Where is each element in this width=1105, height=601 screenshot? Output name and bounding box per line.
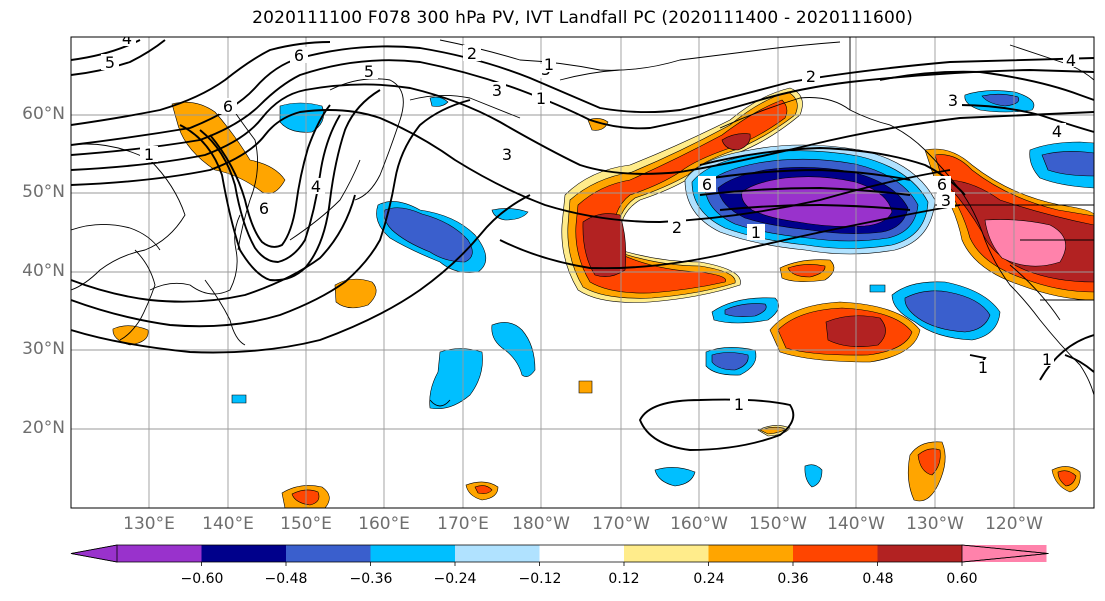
contour-label: 1 [1042, 350, 1052, 369]
longitude-label: 180°W [512, 514, 570, 534]
contour-label: 4 [1052, 122, 1062, 141]
negative-anomaly-region [724, 303, 767, 317]
graticule [71, 37, 1094, 508]
negative-anomaly-region [869, 284, 886, 293]
colorbar-segment [539, 545, 624, 562]
positive-anomaly-region [578, 380, 593, 394]
contour-label: 1 [751, 223, 761, 242]
contour-label: 3 [948, 91, 958, 110]
longitude-label: 130°W [906, 514, 964, 534]
colorbar-extend-low [70, 544, 118, 563]
colorbar-segment [708, 545, 793, 562]
longitude-label: 160°E [358, 514, 410, 534]
latitude-label: 50°N [22, 182, 65, 202]
colorbar-tick-label: 0.36 [777, 571, 809, 587]
colorbar-segment [793, 545, 878, 562]
positive-anomaly-region [474, 485, 493, 494]
longitude-label: 120°W [985, 514, 1043, 534]
contour-label: 3 [502, 145, 512, 164]
positive-anomaly-region [334, 278, 377, 309]
negative-anomaly-region [384, 207, 473, 263]
colorbar-tick-label: 0.48 [862, 571, 894, 587]
colorbar-segment [286, 545, 371, 562]
negative-anomaly-region [1041, 151, 1094, 177]
colorbar-segment [455, 545, 540, 562]
chart-title: 2020111100 F078 300 hPa PV, IVT Landfall… [252, 8, 913, 28]
contour-labels: 4 5 6 5 6 1 6 4 2 3 1 3 5 2 3 4 6 2 1 6 … [101, 29, 1079, 414]
plot-frame [70, 36, 1095, 509]
contour-label: 2 [806, 67, 816, 86]
colorbar-segment [877, 545, 962, 562]
longitude-label: 160°W [670, 514, 728, 534]
negative-anomaly-region [231, 394, 247, 404]
contour-label: 2 [672, 218, 682, 237]
longitude-label: 140°E [202, 514, 254, 534]
contour-label: 1 [536, 89, 546, 108]
latitude-label: 20°N [22, 418, 65, 438]
contour-label: 6 [294, 46, 304, 65]
negative-anomaly-region [429, 348, 483, 409]
longitude-label: 170°W [592, 514, 650, 534]
positive-anomaly-region [984, 219, 1066, 267]
contour-label: 5 [364, 62, 374, 81]
longitude-label: 140°W [827, 514, 885, 534]
positive-anomaly-region [582, 213, 627, 277]
longitude-label: 150°E [280, 514, 332, 534]
contour-label: 2 [467, 44, 477, 63]
negative-anomaly-region [654, 467, 696, 487]
colorbar-tick-label: −0.48 [264, 571, 308, 587]
contour-label: 4 [1066, 51, 1076, 70]
negative-anomaly-region [491, 322, 536, 377]
colorbar-tick-label: −0.36 [349, 571, 393, 587]
negative-anomaly-region [711, 352, 749, 371]
contour-label: 1 [734, 395, 744, 414]
negative-anomaly-region [491, 208, 529, 221]
longitude-label: 170°E [437, 514, 489, 534]
colorbar-segment [624, 545, 709, 562]
longitude-label: 150°W [749, 514, 807, 534]
latitude-label: 60°N [22, 104, 65, 124]
colorbar-segment [201, 545, 286, 562]
colorbar-segment [370, 545, 455, 562]
colorbar-tick-label: 0.24 [693, 571, 725, 587]
negative-anomaly-region [804, 464, 823, 488]
negative-anomaly-region [429, 96, 449, 107]
colorbar-tick-label: 0.60 [946, 571, 978, 587]
contour-label: 1 [978, 358, 988, 377]
latitude-label: 40°N [22, 261, 65, 281]
contour-label: 4 [311, 177, 321, 196]
colorbar-tick-label: −0.60 [180, 571, 224, 587]
contour-label: 3 [941, 191, 951, 210]
positive-anomaly-region [721, 133, 751, 151]
contour-label: 5 [105, 53, 115, 72]
negative-anomaly-region [981, 93, 1019, 107]
colorbar-tick-label: −0.24 [433, 571, 477, 587]
colorbar [70, 544, 1049, 566]
negative-anomaly-region [904, 290, 991, 333]
colorbar-outline [70, 544, 1049, 563]
latitude-label: 30°N [22, 339, 65, 359]
contour-label: 6 [259, 199, 269, 218]
contour-label: 6 [937, 175, 947, 194]
positive-anomaly-region [291, 489, 320, 506]
contour-label: 3 [492, 81, 502, 100]
contour-label: 6 [223, 97, 233, 116]
positive-anomaly-region [1057, 470, 1077, 487]
colorbar-segment [117, 545, 202, 562]
contour-label: 6 [702, 175, 712, 194]
contour-label: 1 [544, 55, 554, 74]
longitude-label: 130°E [123, 514, 175, 534]
positive-anomaly-region [112, 325, 149, 346]
pv-contours [71, 39, 1094, 451]
colorbar-tick-label: 0.12 [608, 571, 640, 587]
contour-label: 4 [122, 29, 132, 48]
contour-label: 1 [144, 145, 154, 164]
colorbar-tick-label: −0.12 [518, 571, 562, 587]
